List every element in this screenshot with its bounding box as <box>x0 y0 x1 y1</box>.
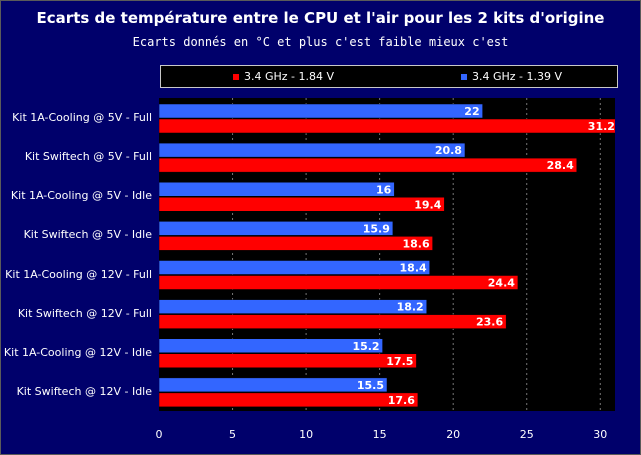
category-label-3: Kit 1A-Cooling @ 5V - Idle <box>10 189 152 203</box>
x-tick-label-1: 5 <box>229 428 237 441</box>
bar-series-1-cat-8 <box>159 392 419 408</box>
data-label-series-2-cat-4: 15.9 <box>363 222 390 235</box>
chart-legend: 3.4 GHz - 1.84 V 3.4 GHz - 1.39 V <box>160 65 618 88</box>
legend-label-series-1: 3.4 GHz - 1.84 V <box>244 70 335 83</box>
chart-subtitle: Ecarts donnés en °C et plus c'est faible… <box>132 35 509 49</box>
bar-series-1-cat-4 <box>159 236 433 251</box>
legend-swatch-series-1 <box>233 73 239 80</box>
category-label-2: Kit Swiftech @ 5V - Full <box>24 150 152 164</box>
legend-item-series-2: 3.4 GHz - 1.39 V <box>461 70 562 83</box>
bar-series-1-cat-6 <box>159 314 507 329</box>
legend-swatch-series-2 <box>461 73 467 80</box>
bar-chart-svg: 22 31.2 20.8 28.4 16 19.4 15.9 18.6 18.4 24.4 18.2… <box>159 98 615 411</box>
x-tick-label-6: 30 <box>593 428 608 441</box>
data-label-series-1-cat-6: 23.6 <box>476 316 503 329</box>
category-label-1: Kit 1A-Cooling @ 5V - Full <box>12 111 152 124</box>
x-tick-label-5: 25 <box>519 428 534 441</box>
data-label-series-1-cat-7: 17.5 <box>386 355 413 368</box>
data-label-series-2-cat-8: 15.5 <box>357 379 384 392</box>
bar-series-1-cat-3 <box>159 197 445 212</box>
data-label-series-2-cat-1: 22 <box>464 105 479 118</box>
bar-series-2-cat-1 <box>159 103 483 119</box>
bar-series-2-cat-3 <box>159 182 395 197</box>
category-label-4: Kit Swiftech @ 5V - Idle <box>23 228 152 242</box>
bar-series-1-cat-2 <box>159 157 578 173</box>
legend-label-series-2: 3.4 GHz - 1.39 V <box>472 70 563 83</box>
x-tick-label-2: 10 <box>299 428 314 441</box>
data-label-series-1-cat-3: 19.4 <box>414 198 441 211</box>
data-label-series-2-cat-2: 20.8 <box>435 144 462 157</box>
bar-series-2-cat-6 <box>159 299 427 314</box>
x-tick-label-4: 20 <box>446 428 461 441</box>
bar-series-2-cat-7 <box>159 338 383 353</box>
bar-series-2-cat-4 <box>159 221 394 236</box>
data-label-series-1-cat-8: 17.6 <box>388 394 415 407</box>
x-tick-label-3: 15 <box>372 428 387 441</box>
data-label-series-1-cat-4: 18.6 <box>402 237 429 250</box>
bar-series-1-cat-1 <box>159 118 615 134</box>
bar-series-2-cat-2 <box>159 142 466 158</box>
category-label-7: Kit 1A-Cooling @ 12V - Idle <box>3 345 152 359</box>
data-label-series-1-cat-5: 24.4 <box>488 277 515 290</box>
chart-title: Ecarts de température entre le CPU et l'… <box>36 9 605 27</box>
data-label-series-2-cat-6: 18.2 <box>397 301 424 314</box>
data-label-series-2-cat-3: 16 <box>376 183 392 196</box>
plot-area: 22 31.2 20.8 28.4 16 19.4 15.9 18.6 18.4 24.4 18.2… <box>159 98 615 411</box>
bar-series-1-cat-7 <box>159 353 417 368</box>
bar-series-2-cat-8 <box>159 377 388 393</box>
bar-series-1-cat-5 <box>159 275 519 290</box>
data-label-series-2-cat-7: 15.2 <box>352 340 379 353</box>
category-label-6: Kit Swiftech @ 12V - Full <box>17 306 152 320</box>
category-label-5: Kit 1A-Cooling @ 12V - Full <box>5 267 152 281</box>
data-label-series-1-cat-2: 28.4 <box>547 159 574 172</box>
x-tick-label-0: 0 <box>155 428 163 441</box>
category-label-8: Kit Swiftech @ 12V - Idle <box>16 384 152 398</box>
legend-item-series-1: 3.4 GHz - 1.84 V <box>233 70 334 83</box>
data-label-series-1-cat-1: 31.2 <box>588 120 615 133</box>
data-label-series-2-cat-5: 18.4 <box>400 262 427 275</box>
bar-series-2-cat-5 <box>159 260 430 275</box>
